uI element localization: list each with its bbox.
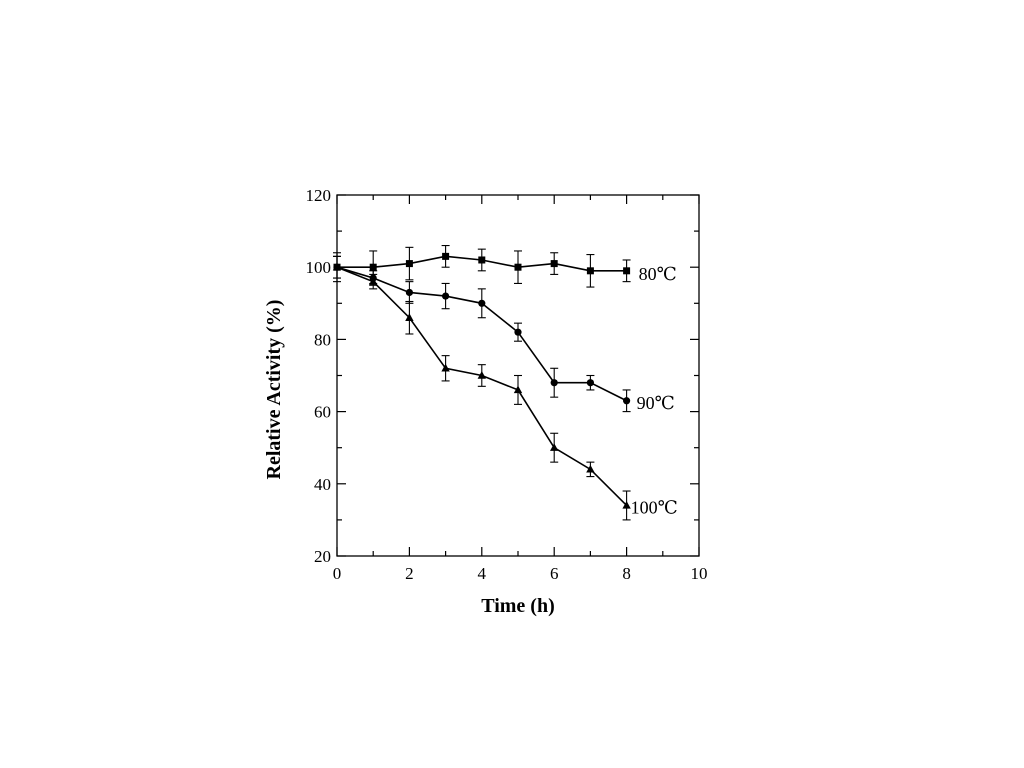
series-label: 100℃: [631, 497, 678, 517]
y-tick-label: 40: [314, 475, 331, 494]
data-point-square: [550, 260, 558, 268]
series-1: [333, 244, 631, 288]
x-tick-label: 10: [691, 564, 708, 583]
x-tick-label: 0: [333, 564, 342, 583]
y-tick-label: 60: [314, 403, 331, 422]
y-axis-title: Relative Activity (%): [263, 300, 285, 480]
y-axis: 20 40 60 80 100 120: [306, 186, 699, 566]
data-point-circle: [623, 397, 631, 405]
y-tick-label: 80: [314, 330, 331, 349]
series-2: [333, 255, 631, 413]
data-point-triangle: [513, 385, 523, 394]
data-point-square: [478, 256, 486, 264]
data-point-triangle: [405, 313, 414, 321]
data-point-square: [514, 263, 522, 271]
data-point-triangle: [477, 371, 486, 379]
x-tick-label: 8: [622, 564, 631, 583]
data-point-triangle: [369, 277, 378, 285]
x-tick-label: 2: [405, 564, 414, 583]
data-point-square: [586, 267, 594, 275]
x-tick-label: 4: [478, 564, 487, 583]
x-axis: 0 2 4 6 8 10: [333, 195, 708, 583]
x-tick-label: 6: [550, 564, 559, 583]
data-point-square: [369, 263, 377, 271]
series-label: 80℃: [639, 264, 677, 284]
series-layer: [332, 244, 631, 521]
data-point-triangle: [550, 443, 559, 451]
data-point-triangle: [441, 363, 450, 372]
data-point-square: [623, 267, 631, 275]
data-point-triangle: [586, 464, 595, 473]
data-point-circle: [586, 379, 595, 387]
y-tick-label: 120: [306, 186, 332, 205]
y-tick-label: 100: [306, 258, 332, 277]
data-point-circle: [405, 288, 413, 297]
series-3: [332, 255, 631, 521]
data-point-triangle: [622, 500, 631, 509]
data-point-square: [405, 260, 413, 268]
data-point-square: [442, 252, 450, 260]
y-tick-label: 20: [314, 547, 331, 566]
series-label: 90℃: [637, 393, 675, 413]
data-point-triangle: [332, 262, 342, 271]
data-point-circle: [514, 328, 522, 336]
data-point-circle: [478, 299, 486, 307]
data-point-circle: [550, 379, 558, 387]
data-point-circle: [442, 292, 450, 300]
series-labels: 80℃ 90℃ 100℃: [631, 264, 678, 518]
x-axis-title: Time (h): [481, 595, 555, 617]
